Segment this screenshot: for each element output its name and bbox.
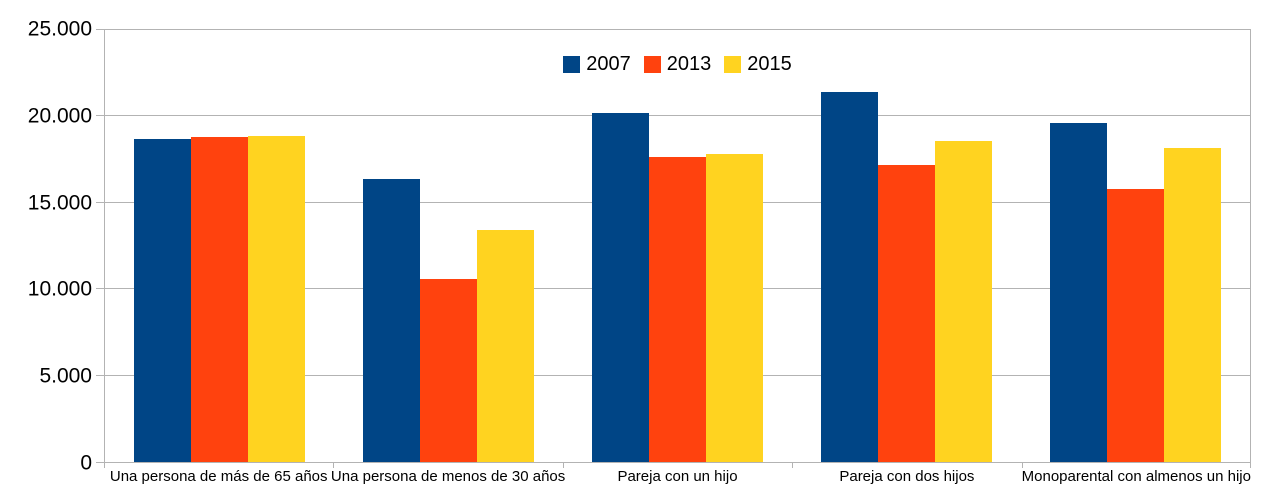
bar-2007 [134, 138, 191, 462]
x-tick-mark [562, 463, 564, 468]
x-category-label: Pareja con dos hijos [839, 468, 975, 485]
bar-2013 [649, 157, 706, 462]
category-group [105, 30, 334, 462]
legend-item-2013: 2013 [643, 53, 712, 76]
y-tick-mark [96, 29, 104, 30]
y-tick-mark [96, 462, 104, 463]
legend-item-2007: 2007 [563, 53, 631, 76]
gridline [105, 115, 1250, 117]
bar-2015 [477, 230, 534, 462]
y-tick-label: 5.000 [39, 364, 92, 388]
legend-item-2015: 2015 [724, 53, 792, 76]
y-tick-label: 15.000 [27, 191, 92, 215]
x-axis-labels: Una persona de más de 65 años Una persona… [104, 467, 1251, 491]
plot-area [104, 29, 1251, 463]
bar-2015 [1164, 148, 1221, 462]
legend-label: 2013 [666, 53, 712, 75]
x-category-label: Una persona de más de 65 años [109, 468, 328, 485]
bar-2013 [420, 278, 477, 462]
x-category-label: Monoparental con almenos un hijo [1021, 468, 1251, 485]
y-axis-labels: 0 5.000 10.000 15.000 20.000 25.000 [0, 19, 104, 474]
bar-2007 [363, 179, 420, 462]
y-tick-label: 0 [80, 451, 92, 475]
legend-swatch-icon [643, 56, 661, 73]
x-tick-mark [104, 463, 105, 468]
bar-2007 [821, 92, 878, 462]
y-tick-mark [96, 114, 104, 116]
bar-2015 [706, 154, 763, 462]
legend: 2007 2013 2015 [104, 53, 1251, 76]
y-tick-mark [96, 375, 104, 377]
category-group [792, 30, 1021, 462]
bar-2013 [878, 164, 935, 462]
x-tick-mark [333, 463, 335, 468]
legend-label: 2015 [747, 53, 792, 75]
legend-label: 2007 [586, 53, 631, 75]
y-tick-label: 25.000 [27, 17, 92, 41]
bar-2013 [1107, 188, 1164, 462]
x-tick-mark [1021, 463, 1023, 468]
y-axis-ticks [96, 29, 104, 463]
bars-layer [105, 30, 1250, 462]
y-tick-label: 10.000 [27, 277, 92, 301]
category-group [1021, 30, 1250, 462]
legend-swatch-icon [563, 56, 581, 73]
bar-2015 [935, 140, 992, 462]
legend-swatch-icon [724, 56, 742, 73]
y-tick-mark [96, 201, 104, 203]
x-tick-mark [1250, 463, 1251, 468]
x-axis-ticks [104, 463, 1251, 468]
x-tick-mark [792, 463, 794, 468]
x-category-label: Una persona de menos de 30 años [330, 468, 566, 485]
category-group [563, 30, 792, 462]
x-category-label: Pareja con un hijo [617, 468, 738, 485]
y-tick-mark [96, 288, 104, 290]
bar-2015 [248, 135, 305, 462]
bar-2007 [1050, 123, 1107, 462]
bar-2007 [592, 112, 649, 462]
bar-2013 [191, 136, 248, 462]
category-group [334, 30, 563, 462]
y-tick-label: 20.000 [27, 104, 92, 128]
